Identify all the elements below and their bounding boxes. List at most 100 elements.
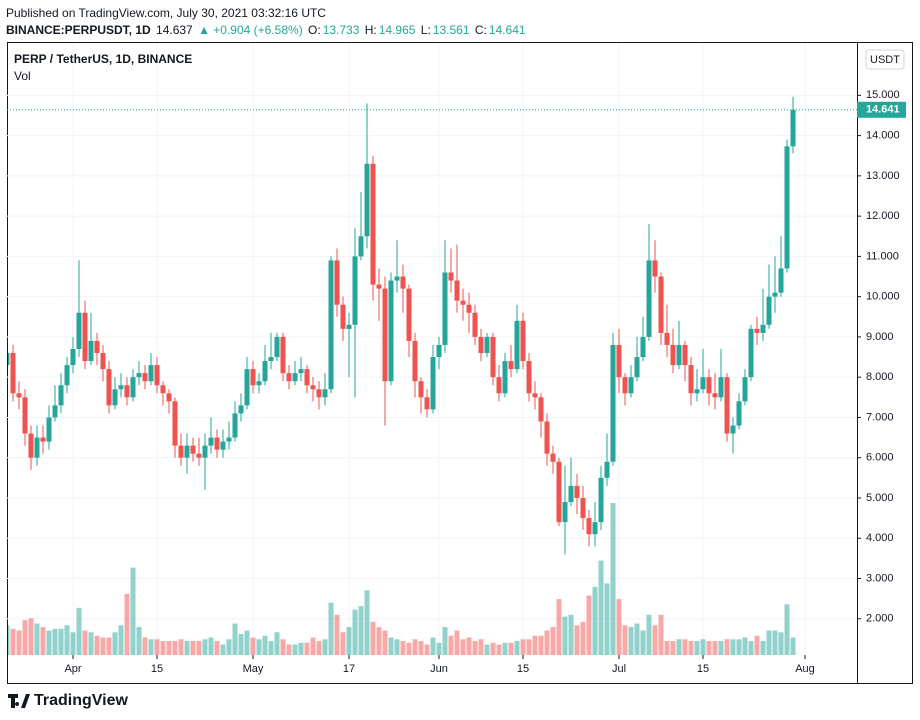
volume-bar: [184, 641, 190, 655]
volume-bar: [454, 630, 460, 655]
volume-bar: [712, 641, 718, 655]
volume-bar: [778, 632, 784, 655]
brand-name: TradingView: [34, 692, 129, 709]
last-price-label: 14.641: [866, 104, 900, 116]
volume-bar: [262, 635, 268, 655]
volume-bar: [244, 630, 250, 655]
volume-bar: [784, 604, 790, 655]
candle-body: [46, 417, 52, 442]
volume-bar: [148, 639, 154, 655]
volume-bar: [106, 637, 112, 655]
candle-body: [358, 236, 364, 257]
candle-body: [352, 256, 358, 325]
volume-bar: [82, 630, 88, 655]
candle-body: [364, 163, 370, 237]
candle-body: [622, 377, 628, 394]
y-tick-label: 14.000: [866, 130, 900, 142]
candle-body: [490, 336, 496, 378]
volume-bar: [562, 616, 568, 655]
candle-body: [550, 453, 556, 462]
candle-body: [658, 276, 664, 333]
candle-body: [682, 344, 688, 366]
candle-body: [160, 385, 166, 394]
volume-bar: [316, 641, 322, 655]
candle-body: [178, 445, 184, 458]
volume-bar: [400, 641, 406, 655]
volume-bar: [340, 632, 346, 655]
volume-bar: [250, 637, 256, 655]
y-tick-label: 11.000: [866, 250, 899, 262]
volume-bar: [160, 641, 166, 655]
candle-body: [10, 353, 16, 394]
candle-body: [142, 373, 148, 382]
candle-body: [280, 336, 286, 374]
volume-bar: [100, 637, 106, 655]
candle-body: [220, 441, 226, 450]
volume-bar: [526, 639, 532, 655]
x-tick-label: 17: [343, 663, 355, 675]
volume-bar: [52, 628, 58, 655]
candle-body: [190, 445, 196, 454]
volume-bar: [556, 599, 562, 655]
volume-bar: [292, 644, 298, 655]
volume-bar: [478, 639, 484, 655]
candle-body: [400, 276, 406, 289]
currency-label[interactable]: USDT: [870, 54, 900, 66]
candle-body: [100, 353, 106, 370]
candle-body: [28, 433, 34, 458]
volume-bar: [190, 641, 196, 655]
candle-body: [478, 336, 484, 354]
volume-bar: [166, 641, 172, 655]
volume-bar: [544, 630, 550, 655]
candle-body: [730, 425, 736, 434]
o-value: 13.733: [322, 23, 360, 37]
currency-button[interactable]: [865, 49, 905, 70]
volume-bar: [154, 639, 160, 655]
candle-body: [82, 312, 88, 362]
x-tick-label: Apr: [64, 663, 81, 675]
candle-body: [520, 320, 526, 362]
volume-bar: [16, 630, 22, 655]
candle-body: [304, 369, 310, 386]
candle-body: [388, 280, 394, 382]
volume-bar: [472, 641, 478, 655]
volume-bar: [28, 618, 34, 655]
candle-body: [118, 385, 124, 390]
y-tick-label: 12.000: [866, 210, 900, 222]
candle-body: [316, 389, 322, 398]
candle-body: [262, 361, 268, 382]
candle-body: [706, 377, 712, 394]
volume-bar: [322, 639, 328, 655]
volume-bar: [46, 630, 52, 655]
candle-body: [274, 336, 280, 358]
volume-bar: [22, 620, 28, 655]
volume-bar: [640, 630, 646, 655]
volume-bar: [568, 614, 574, 655]
y-tick-label: 3.000: [866, 572, 894, 584]
volume-bar: [412, 639, 418, 655]
chart-frame: [7, 42, 913, 684]
volume-bar: [436, 642, 442, 655]
volume-bar: [430, 637, 436, 655]
volume-bar: [634, 623, 640, 655]
candle-body: [652, 260, 658, 277]
volume-bar: [466, 637, 472, 655]
volume-bar: [418, 641, 424, 655]
candle-body: [16, 393, 22, 398]
volume-bar: [760, 641, 766, 655]
y-tick-label: 4.000: [866, 532, 894, 544]
volume-bar: [676, 639, 682, 655]
volume-bar: [364, 590, 370, 655]
candle-body: [694, 389, 700, 394]
candle-body: [526, 361, 532, 394]
candle-body: [76, 312, 82, 349]
candle-body: [256, 381, 262, 386]
volume-bar: [304, 642, 310, 655]
candle-body: [544, 421, 550, 454]
candle-body: [790, 109, 796, 147]
candle-body: [736, 401, 742, 426]
candle-body: [382, 288, 388, 382]
last-price: 14.637: [156, 23, 193, 37]
volume-layer: [8, 503, 796, 655]
candle-body: [52, 405, 58, 418]
